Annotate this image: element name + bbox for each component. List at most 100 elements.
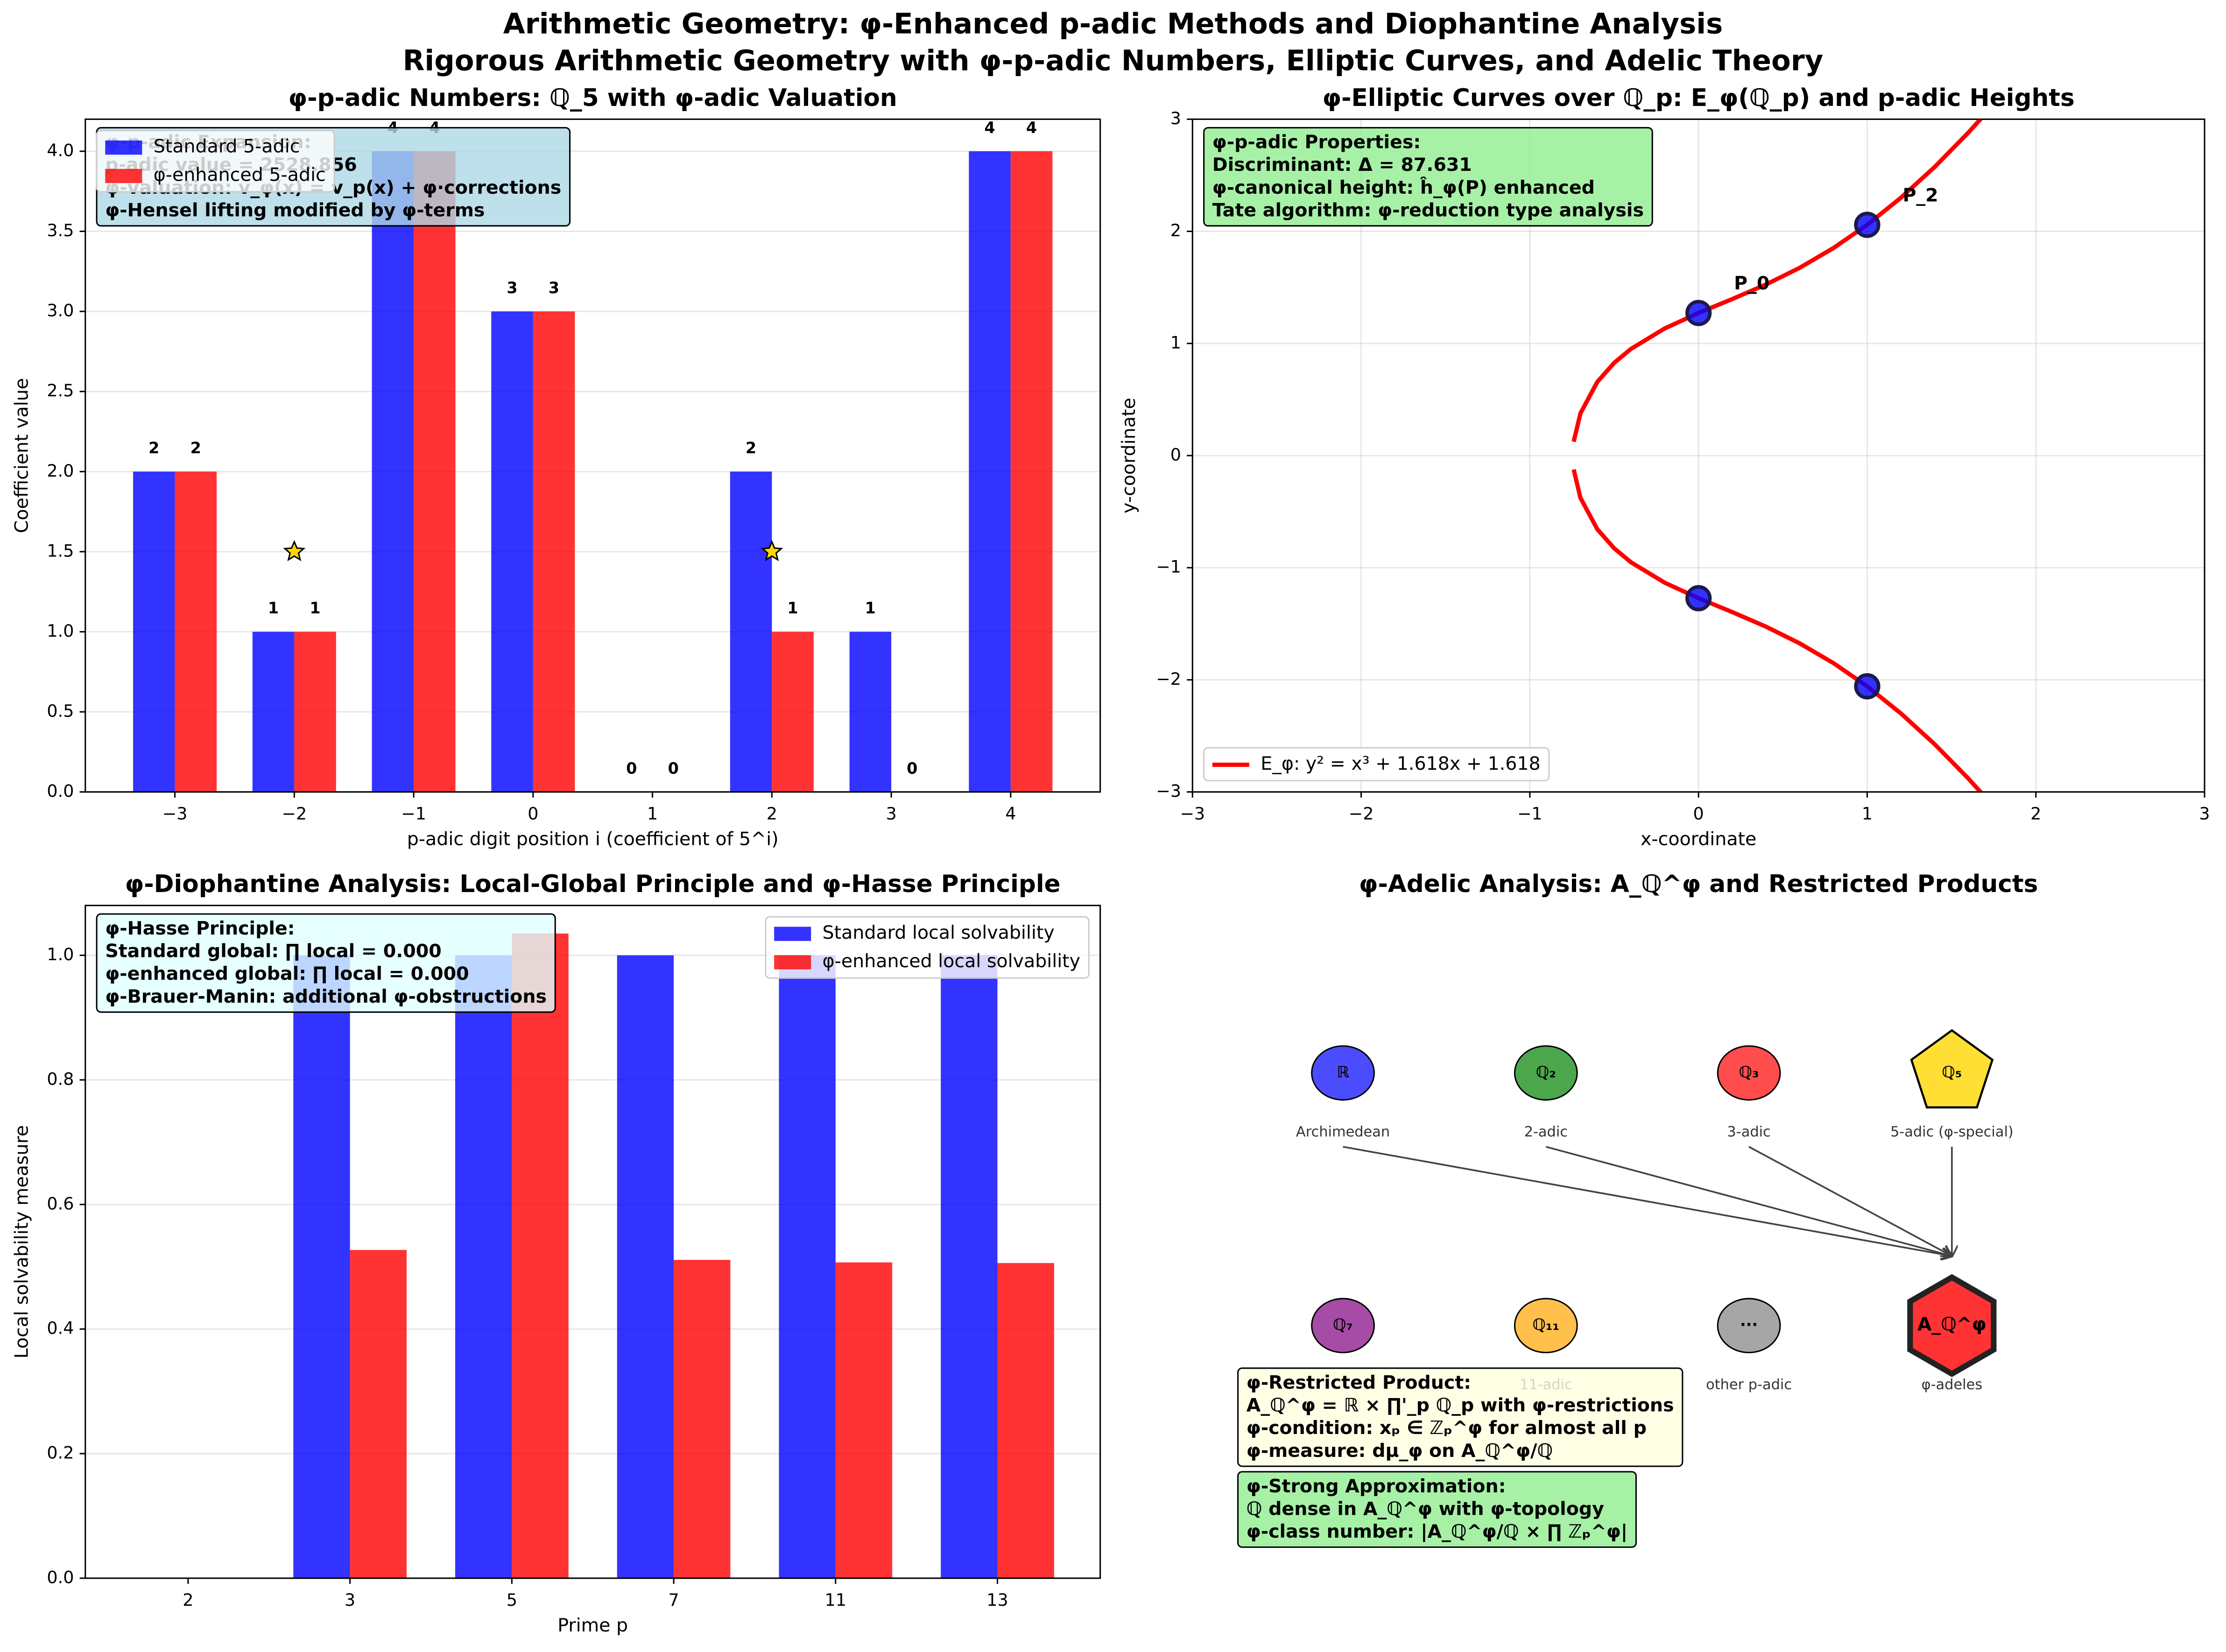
value-label: 0: [907, 759, 917, 777]
curve-point: [1685, 585, 1712, 612]
y-tick-label: 3.0: [47, 301, 74, 321]
x-tick-label: 11: [825, 1590, 846, 1610]
annotation-text: φ-Restricted Product:: [1247, 1372, 1471, 1393]
bar: [414, 151, 456, 792]
curve-point: [1854, 673, 1881, 700]
edge-arrow: [1343, 1146, 1952, 1256]
node-symbol: ℚ₇: [1333, 1315, 1353, 1334]
y-axis-label: Local solvability measure: [11, 1125, 32, 1358]
y-tick-label: 2.5: [47, 380, 74, 401]
node-symbol: ℚ₂: [1536, 1063, 1556, 1081]
y-tick-label: 2: [1170, 220, 1181, 240]
curve-point: [1854, 211, 1881, 238]
bar: [849, 632, 892, 792]
node-symbol: ℚ₃: [1739, 1063, 1759, 1081]
x-tick-label: −3: [1180, 804, 1205, 824]
x-tick-label: 2: [2030, 804, 2041, 824]
node: [1717, 1045, 1781, 1101]
bar: [252, 632, 295, 792]
annotation-text: Discriminant: Δ = 87.631: [1212, 154, 1472, 176]
panel-title: φ-Elliptic Curves over ℚ_p: E_φ(ℚ_p) and…: [1323, 84, 2075, 112]
bar: [491, 311, 533, 792]
node: [1311, 1045, 1375, 1101]
marker-star: [283, 540, 306, 562]
annotation-box: [96, 913, 556, 1013]
panel-title: φ-Adelic Analysis: A_ℚ^φ and Restricted …: [1359, 870, 2038, 898]
node-label: 3-adic: [1727, 1124, 1770, 1140]
bar: [1010, 151, 1053, 792]
bar: [835, 1262, 893, 1578]
x-tick-label: 1: [647, 804, 658, 824]
value-label: 3: [549, 279, 559, 297]
axes-frame: [1191, 118, 2205, 793]
x-axis-label: p-adic digit position i (coefficient of …: [407, 828, 779, 850]
value-label: 3: [507, 279, 517, 297]
point-label: P_2: [1902, 184, 1938, 206]
y-tick-label: 3.5: [47, 220, 74, 240]
figure-subtitle: Rigorous Arithmetic Geometry with φ-p-ad…: [403, 44, 1824, 77]
bar: [455, 955, 512, 1578]
bar: [294, 632, 336, 792]
legend-swatch: [105, 140, 142, 155]
y-tick-label: 0: [1170, 444, 1181, 464]
annotation-text: Standard global: ∏ local = 0.000: [105, 941, 441, 962]
x-tick-label: −1: [1517, 804, 1543, 824]
bar: [779, 955, 836, 1578]
x-tick-label: 3: [886, 804, 896, 824]
annotation-text: φ-class number: |A_ℚ^φ/ℚ × ∏ ℤₚ^φ|: [1247, 1521, 1627, 1542]
legend: E_φ: y² = x³ + 1.618x + 1.618: [1203, 747, 1550, 781]
node-label: other p-adic: [1706, 1377, 1792, 1393]
node: [1514, 1045, 1578, 1101]
bar: [372, 151, 414, 792]
edge-arrow: [1748, 1146, 1952, 1256]
bar: [941, 955, 998, 1578]
annotation-box: [1237, 1367, 1684, 1467]
bar: [512, 933, 569, 1578]
node-label: Archimedean: [1296, 1124, 1390, 1140]
axes-frame: [85, 905, 1101, 1579]
bar: [997, 1263, 1054, 1578]
legend-label: Standard 5-adic: [154, 136, 300, 157]
annotation-text: φ-enhanced global: ∏ local = 0.000: [105, 963, 469, 984]
y-tick-label: 1.5: [47, 541, 74, 561]
point-label: P_0: [1734, 273, 1769, 294]
node-label: 2-adic: [1524, 1124, 1568, 1140]
x-tick-label: 1: [1862, 804, 1873, 824]
annotation-text: φ-Hensel lifting modified by φ-terms: [105, 200, 485, 221]
annotation-text: φ-Strong Approximation:: [1247, 1476, 1506, 1497]
bar: [133, 471, 175, 792]
value-label: 1: [787, 599, 798, 617]
annotation: φ-Hasse Principle:Standard global: ∏ loc…: [96, 913, 556, 1013]
legend-box: [765, 916, 1090, 979]
annotation-text: φ-p-adic Properties:: [1212, 132, 1421, 153]
panel-title: φ-Diophantine Analysis: Local-Global Pri…: [125, 870, 1061, 898]
annotation-text: φ-Brauer-Manin: additional φ-obstruction…: [105, 986, 547, 1007]
y-tick-label: 1.0: [47, 621, 74, 641]
annotation-text: ℚ dense in A_ℚ^φ with φ-topology: [1247, 1498, 1604, 1519]
bar: [772, 632, 814, 792]
annotation-text: φ-canonical height: ĥ_φ(P) enhanced: [1212, 176, 1595, 198]
annotation-text: φ-measure: dμ_φ on A_ℚ^φ/ℚ: [1247, 1440, 1553, 1462]
marker-star: [761, 540, 783, 562]
x-tick-label: 0: [528, 804, 538, 824]
annotation: φ-Restricted Product:A_ℚ^φ = ℝ × ∏'_p ℚ_…: [1237, 1367, 1684, 1467]
bar: [730, 471, 772, 792]
bar: [674, 1260, 731, 1578]
x-tick-label: 0: [1693, 804, 1704, 824]
legend-swatch: [774, 927, 811, 941]
y-tick-label: 0.4: [47, 1318, 74, 1338]
legend-label: φ-enhanced local solvability: [823, 950, 1081, 972]
value-label: 2: [746, 439, 756, 457]
node: [1907, 1274, 1997, 1378]
x-tick-label: 4: [1005, 804, 1016, 824]
x-axis-label: Prime p: [557, 1615, 628, 1636]
bar: [175, 471, 217, 792]
y-tick-label: 0.2: [47, 1443, 74, 1463]
y-tick-label: −3: [1156, 781, 1181, 801]
annotation-text: Tate algorithm: φ-reduction type analysi…: [1212, 200, 1644, 221]
y-tick-label: −1: [1156, 557, 1181, 577]
bar: [617, 955, 674, 1578]
bar: [293, 955, 350, 1578]
